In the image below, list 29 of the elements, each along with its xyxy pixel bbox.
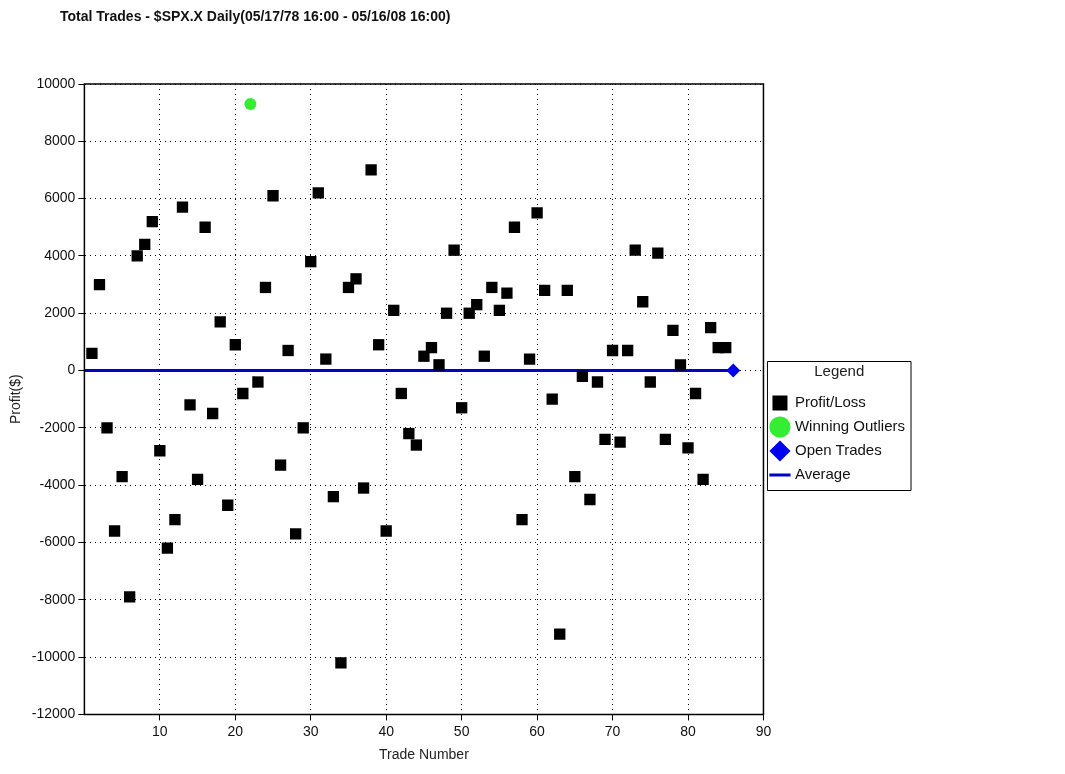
legend-label: Average: [794, 465, 851, 483]
x-tick-label: 80: [680, 722, 697, 739]
y-tick-label: 4000: [44, 246, 76, 263]
y-tick-label: -10000: [31, 647, 76, 664]
legend-label: Profit/Loss: [794, 393, 866, 411]
x-tick-label: 60: [529, 722, 546, 739]
y-tick-label: -8000: [39, 590, 76, 607]
chart-title: Total Trades - $SPX.X Daily(05/17/78 16:00 - 05/16/08 16:00): [60, 8, 451, 24]
x-tick-label: 40: [378, 722, 395, 739]
legend-title: Legend: [814, 362, 865, 380]
legend-label: Open Trades: [794, 441, 882, 459]
legend-label: Winning Outliers: [794, 417, 906, 435]
y-tick-label: 6000: [44, 189, 76, 206]
x-tick-label: 70: [604, 722, 621, 739]
y-axis-title: Profit($): [7, 374, 24, 425]
y-tick-label: 10000: [36, 74, 76, 91]
x-tick-label: 90: [755, 722, 772, 739]
y-tick-label: -6000: [39, 533, 76, 550]
y-tick-label: 2000: [44, 304, 76, 321]
y-tick-label: -2000: [39, 418, 76, 435]
x-tick-label: 10: [152, 722, 168, 739]
y-tick-label: 8000: [44, 132, 76, 149]
y-tick-label: -4000: [39, 476, 76, 493]
x-axis-title: Trade Number: [379, 746, 470, 763]
x-tick-label: 50: [453, 722, 470, 739]
x-tick-label: 30: [302, 722, 319, 739]
y-tick-label: -12000: [31, 705, 76, 722]
x-tick-label: 20: [227, 722, 244, 739]
y-tick-label: 0: [67, 361, 76, 378]
